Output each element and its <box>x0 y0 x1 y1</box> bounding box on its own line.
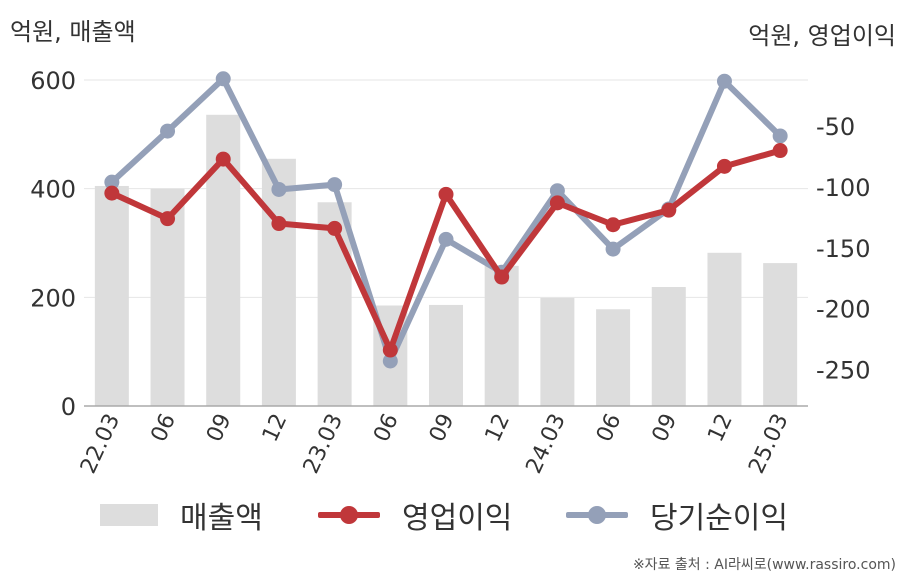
net-income-point <box>215 71 231 87</box>
left-axis-unit: 억원, 매출액 <box>10 18 136 46</box>
operating-profit-point <box>327 220 343 236</box>
x-tick-label: 06 <box>369 410 403 446</box>
legend-label-revenue: 매출액 <box>180 501 263 536</box>
net-income-point <box>716 73 732 89</box>
x-tick-label: 12 <box>703 410 737 446</box>
revenue-bars <box>94 114 798 407</box>
operating-profit-point <box>382 342 398 358</box>
operating-profit-point <box>104 185 120 201</box>
operating-profit-point <box>160 211 176 227</box>
net-income-point <box>605 241 621 257</box>
operating-profit-point <box>605 217 621 233</box>
operating-profit-point <box>215 151 231 167</box>
x-tick-label: 09 <box>202 410 236 446</box>
revenue-bar <box>317 202 352 406</box>
net-income-point <box>160 123 176 139</box>
operating-profit-point <box>661 202 677 218</box>
y-right-tick-label: -250 <box>816 357 870 385</box>
y-left-tick-label: 400 <box>30 176 76 204</box>
profit-lines <box>104 71 788 369</box>
revenue-bar <box>94 185 129 406</box>
x-tick-label: 09 <box>648 410 682 446</box>
x-tick-label: 24.03 <box>522 410 571 478</box>
net-income-point <box>438 231 454 247</box>
revenue-bar <box>763 263 798 406</box>
x-tick-label: 12 <box>258 410 292 446</box>
source-note: ※자료 출처 : AI라씨로(www.rassiro.com) <box>632 557 896 573</box>
revenue-bar <box>707 252 742 406</box>
combo-chart: 0 200 400 600 -50 -100 -150 -200 -250 22.03 06 09 12… <box>30 67 870 478</box>
revenue-bar <box>484 265 519 406</box>
legend-swatch-net <box>566 504 628 526</box>
revenue-bar <box>261 158 296 406</box>
x-tick-label: 12 <box>481 410 515 446</box>
x-tick-label: 23.03 <box>299 410 348 478</box>
legend-item-operating: 영업이익 <box>318 490 512 540</box>
legend-swatch-revenue <box>100 504 158 526</box>
legend: 매출액 영업이익 당기순이익 <box>0 490 908 540</box>
revenue-bar <box>540 297 575 406</box>
legend-swatch-operating <box>318 504 380 526</box>
x-tick-label: 09 <box>425 410 459 446</box>
x-tick-label: 25.03 <box>744 410 793 478</box>
y-left-tick-label: 0 <box>61 393 76 421</box>
y-left-tick-label: 200 <box>30 284 76 312</box>
operating-profit-point <box>716 158 732 174</box>
y-right-tick-label: -50 <box>816 113 855 141</box>
x-tick-label: 22.03 <box>76 410 125 478</box>
net-income-point <box>327 177 343 193</box>
operating-profit-point <box>549 195 565 211</box>
net-income-point <box>772 128 788 144</box>
operating-profit-point <box>438 186 454 202</box>
x-tick-label: 06 <box>592 410 626 446</box>
net-income-point <box>104 174 120 190</box>
net-income-point <box>271 181 287 197</box>
right-axis-unit: 억원, 영업이익 <box>748 22 896 50</box>
operating-profit-point <box>772 143 788 159</box>
legend-label-operating: 영업이익 <box>402 501 513 536</box>
y-right-tick-label: -200 <box>816 296 870 324</box>
net-income-point <box>549 183 565 199</box>
y-left-tick-label: 600 <box>30 67 76 95</box>
revenue-bar <box>651 287 686 406</box>
y-right-tick-label: -150 <box>816 235 870 263</box>
y-right-tick-label: -100 <box>816 174 870 202</box>
operating-profit-point <box>271 216 287 232</box>
revenue-bar <box>596 309 631 406</box>
legend-item-revenue: 매출액 <box>100 490 263 540</box>
x-tick-label: 06 <box>146 410 180 446</box>
legend-label-net: 당기순이익 <box>650 501 788 536</box>
legend-item-net: 당기순이익 <box>566 490 788 540</box>
revenue-bar <box>429 304 463 406</box>
operating-profit-point <box>494 269 510 285</box>
net-income-point <box>382 353 398 369</box>
